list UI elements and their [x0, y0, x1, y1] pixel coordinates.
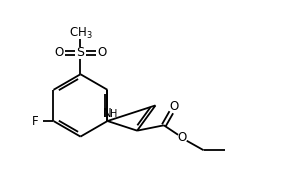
Text: CH$_3$: CH$_3$ [69, 26, 92, 41]
Text: H: H [110, 109, 118, 119]
Text: O: O [170, 100, 179, 113]
Text: S: S [76, 46, 84, 59]
Text: F: F [32, 114, 38, 128]
Text: O: O [178, 131, 187, 144]
Text: N: N [103, 107, 112, 120]
Text: O: O [54, 46, 64, 59]
Text: O: O [97, 46, 107, 59]
